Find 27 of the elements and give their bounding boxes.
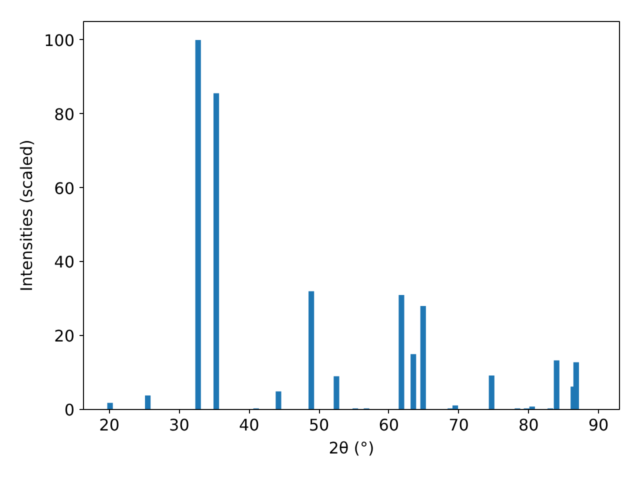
y-tick-label: 20 [54,326,74,346]
x-tick-label: 70 [448,416,469,434]
x-tick-label: 20 [99,416,120,434]
x-axis-title: 2θ (°) [328,438,374,458]
y-tick-label: 100 [44,30,75,50]
x-tick-label: 60 [378,416,400,434]
bar [213,93,220,410]
bar [420,306,426,410]
y-tick-label: 0 [64,400,75,420]
x-tick-label: 50 [308,416,330,434]
bar [398,294,404,410]
bar [573,362,579,410]
x-tick-label: 80 [518,416,539,434]
y-tick-label: 40 [54,252,74,272]
y-axis-title: Intensities (scaled) [16,140,36,292]
bar [488,376,494,410]
bar [334,376,340,410]
y-tick-label: 60 [54,178,74,198]
x-tick-label: 40 [238,416,260,434]
bar [195,40,201,410]
bar [308,291,314,410]
bar [276,391,282,410]
bar [410,354,416,410]
bar [144,395,151,410]
x-tick-label: 90 [588,416,609,434]
y-tick-label: 80 [54,104,74,124]
x-tick-label: 30 [169,416,190,434]
